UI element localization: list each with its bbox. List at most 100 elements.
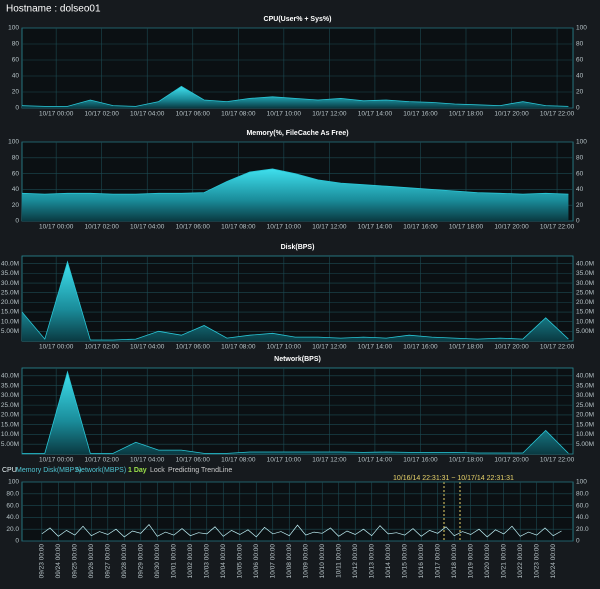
y-tick-label: 25.0M [1,402,19,409]
x-tick-label: 10/17 22:00 [540,344,575,351]
x-tick-label: 10/17 04:00 [130,344,165,351]
area-line [22,370,569,454]
y-tick-label: 80 [12,155,20,162]
x-tick-label: 10/17 08:00 [221,344,256,351]
y-tick-label-right: 40 [576,73,584,80]
y-tick-label: 15.0M [1,309,19,316]
y-tick-label-right: 40.0 [576,514,589,521]
x-tick-label: 10/17 14:00 [358,344,393,351]
y-tick-label-right: 60 [576,170,584,177]
x-tick-label: 10/17 00:00 [39,457,74,464]
y-tick-label-right: 0 [576,105,580,112]
x-tick-label: 10/22 00:00 [517,544,524,579]
x-tick-label: 10/17 14:00 [358,224,393,231]
x-tick-label: 09/26 00:00 [88,544,95,579]
area-line [21,85,569,107]
x-tick-label: 10/16 00:00 [418,544,425,579]
y-tick-label-right: 5.00M [576,328,594,335]
x-tick-label: 10/17 00:00 [434,544,441,579]
range-button[interactable]: 1 Day [128,467,147,474]
x-tick-label: 10/19 00:00 [467,544,474,579]
x-tick-label: 10/17 16:00 [403,111,438,118]
x-tick-label: 10/21 00:00 [500,544,507,579]
x-tick-label: 10/15 00:00 [401,544,408,579]
x-tick-label: 10/02 00:00 [187,544,194,579]
y-tick-label: 40.0M [1,260,19,267]
y-tick-label-right: 35.0M [576,270,594,277]
tab[interactable]: CPU [2,467,17,474]
x-tick-label: 10/17 16:00 [403,457,438,464]
x-tick-label: 10/17 12:00 [312,457,347,464]
y-tick-label: 100 [8,479,19,486]
x-tick-label: 10/05 00:00 [236,544,243,579]
x-tick-label: 10/17 22:00 [540,457,575,464]
x-tick-label: 10/23 00:00 [533,544,540,579]
x-tick-label: 10/17 14:00 [358,111,393,118]
range-label: 10/16/14 22:31:31 ~ 10/17/14 22:31:31 [393,475,514,482]
x-tick-label: 10/12 00:00 [352,544,359,579]
plot-area [21,367,574,455]
y-tick-label-right: 25.0M [576,289,594,296]
x-tick-label: 10/08 00:00 [286,544,293,579]
x-tick-label: 10/17 02:00 [85,344,120,351]
x-tick-label: 10/17 20:00 [494,224,529,231]
x-tick-label: 10/07 00:00 [269,544,276,579]
x-tick-label: 10/17 08:00 [221,111,256,118]
y-tick-label: 0 [15,105,19,112]
y-tick-label-right: 100 [576,25,587,32]
x-tick-label: 10/11 00:00 [335,544,342,578]
x-tick-label: 10/17 10:00 [267,111,302,118]
x-tick-label: 10/17 06:00 [176,111,211,118]
y-tick-label: 0 [15,218,19,225]
trend-button[interactable]: Predicting TrendLine [168,467,232,474]
plot-area [21,255,574,342]
x-tick-label: 10/17 12:00 [312,344,347,351]
y-tick-label: 20.0M [1,412,19,419]
tab[interactable]: Memory Disk(MBPS) [16,467,81,474]
area-line [21,168,569,195]
area-fill [22,261,569,341]
x-tick-label: 10/17 12:00 [312,111,347,118]
x-tick-label: 10/17 20:00 [494,457,529,464]
x-tick-label: 09/29 00:00 [137,544,144,579]
chart-title: Network(BPS) [274,356,321,363]
y-tick-label-right: 35.0M [576,382,594,389]
x-tick-label: 10/17 20:00 [494,344,529,351]
x-tick-label: 09/24 00:00 [55,544,62,579]
x-tick-label: 10/14 00:00 [385,544,392,579]
x-tick-label: 10/20 00:00 [484,544,491,579]
y-tick-label: 60.0 [6,502,19,509]
y-tick-label-right: 80.0 [576,491,589,498]
x-tick-label: 09/28 00:00 [121,544,128,579]
y-tick-label: 100 [8,139,19,146]
x-tick-label: 10/17 02:00 [85,224,120,231]
tab[interactable]: Network(MBPS) [76,467,126,474]
x-tick-label: 10/17 06:00 [176,224,211,231]
y-tick-label-right: 0 [576,218,580,225]
y-tick-label: 5.00M [1,328,19,335]
y-tick-label-right: 80 [576,155,584,162]
x-tick-label: 10/17 02:00 [85,111,120,118]
x-tick-label: 10/17 16:00 [403,344,438,351]
y-tick-label-right: 15.0M [576,421,594,428]
y-tick-label-right: 60 [576,57,584,64]
plot-area [21,27,574,109]
y-tick-label-right: 20.0M [576,299,594,306]
x-tick-label: 10/17 22:00 [540,224,575,231]
y-tick-label: 100 [8,25,19,32]
y-tick-label-right: 20 [576,202,584,209]
x-tick-label: 10/17 08:00 [221,224,256,231]
x-tick-label: 10/17 18:00 [449,224,484,231]
lock-button[interactable]: Lock [150,467,165,474]
y-tick-label-right: 30.0M [576,392,594,399]
y-tick-label-right: 20.0 [576,526,589,533]
y-tick-label-right: 80 [576,41,584,48]
y-tick-label: 20 [12,89,20,96]
y-tick-label: 15.0M [1,421,19,428]
y-tick-label-right: 40.0M [576,260,594,267]
y-tick-label-right: 60.0 [576,502,589,509]
y-tick-label-right: 20.0M [576,412,594,419]
x-tick-label: 10/17 18:00 [449,111,484,118]
y-tick-label-right: 10.0M [576,318,594,325]
